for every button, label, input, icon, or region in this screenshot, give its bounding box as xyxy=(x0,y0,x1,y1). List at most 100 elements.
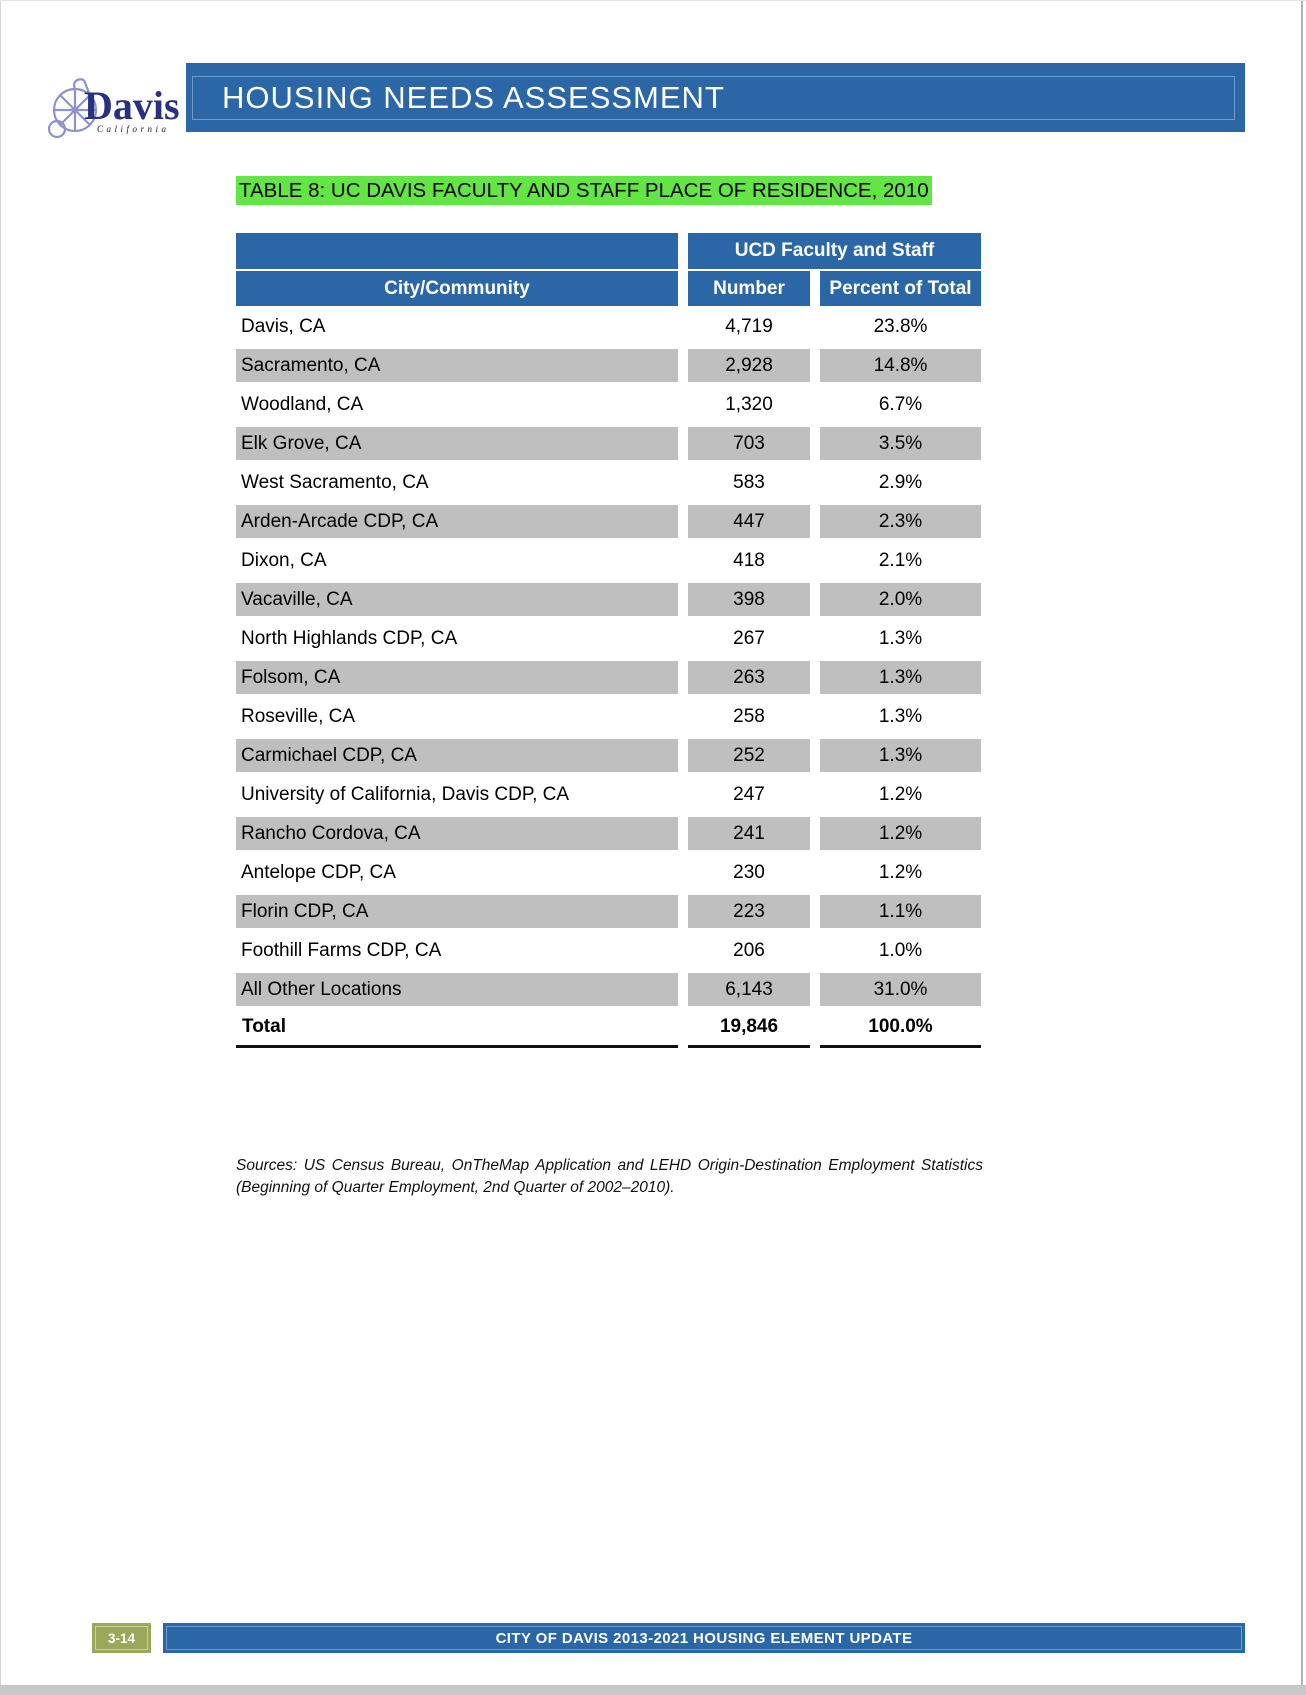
number-cell: 247 xyxy=(733,783,765,805)
city-cell: Roseville, CA xyxy=(241,705,356,727)
residence-table: UCD Faculty and Staff City/Community Num… xyxy=(236,233,981,1048)
table-group-header-row: UCD Faculty and Staff xyxy=(236,233,981,269)
city-cell: Florin CDP, CA xyxy=(236,892,678,931)
column-header-number: Number xyxy=(688,271,810,306)
number-cell: 4,719 xyxy=(725,315,773,337)
column-header-city: City/Community xyxy=(236,271,678,306)
table-corner-cell xyxy=(236,233,678,269)
footer-badge-inner-border xyxy=(95,1626,148,1650)
source-note: Sources: US Census Bureau, OnTheMap Appl… xyxy=(236,1155,983,1199)
number-cell: 703 xyxy=(688,424,810,463)
column-header-percent: Percent of Total xyxy=(820,271,981,306)
percent-cell: 1.3% xyxy=(820,736,981,775)
number-cell: 447 xyxy=(688,502,810,541)
percent-cell: 1.3% xyxy=(820,658,981,697)
percent-cell: 31.0% xyxy=(820,970,981,1009)
percent-cell: 1.3% xyxy=(878,705,923,727)
number-cell: 206 xyxy=(733,939,765,961)
total-label-cell: Total xyxy=(236,1009,678,1048)
table-row: Sacramento, CA 2,928 14.8% xyxy=(236,346,981,385)
table-body: Davis, CA 4,719 23.8% Sacramento, CA 2,9… xyxy=(236,307,981,1009)
city-cell: Vacaville, CA xyxy=(236,580,678,619)
source-line-2: (Beginning of Quarter Employment, 2nd Qu… xyxy=(236,1179,675,1196)
city-cell: Sacramento, CA xyxy=(236,346,678,385)
percent-cell: 3.5% xyxy=(820,424,981,463)
table-column-header-row: City/Community Number Percent of Total xyxy=(236,271,981,306)
number-cell: 223 xyxy=(688,892,810,931)
table-row: Vacaville, CA 398 2.0% xyxy=(236,580,981,619)
table-row: Folsom, CA 263 1.3% xyxy=(236,658,981,697)
table-row: Davis, CA 4,719 23.8% xyxy=(236,307,981,346)
city-cell: Davis, CA xyxy=(241,315,326,337)
total-percent-cell: 100.0% xyxy=(820,1009,981,1048)
table-row: Florin CDP, CA 223 1.1% xyxy=(236,892,981,931)
table-row: Elk Grove, CA 703 3.5% xyxy=(236,424,981,463)
header-bar: HOUSING NEEDS ASSESSMENT xyxy=(186,63,1245,132)
city-cell: All Other Locations xyxy=(236,970,678,1009)
footer-page-badge: 3-14 xyxy=(92,1623,151,1653)
city-cell: West Sacramento, CA xyxy=(241,471,429,493)
percent-cell: 2.3% xyxy=(820,502,981,541)
city-cell: Foothill Farms CDP, CA xyxy=(241,939,442,961)
table-row: All Other Locations 6,143 31.0% xyxy=(236,970,981,1009)
table-row: Antelope CDP, CA 230 1.2% xyxy=(236,853,981,892)
page-edge-right xyxy=(1301,1,1303,1685)
table-row: North Highlands CDP, CA 267 1.3% xyxy=(236,619,981,658)
number-cell: 398 xyxy=(688,580,810,619)
source-line-1: Sources: US Census Bureau, OnTheMap Appl… xyxy=(236,1157,983,1174)
city-cell: Elk Grove, CA xyxy=(236,424,678,463)
number-cell: 418 xyxy=(733,549,765,571)
footer-bar-inner-border xyxy=(166,1626,1242,1650)
footer-text: CITY OF DAVIS 2013-2021 HOUSING ELEMENT … xyxy=(495,1629,913,1647)
table-row: University of California, Davis CDP, CA … xyxy=(236,775,981,814)
table-row: Rancho Cordova, CA 241 1.2% xyxy=(236,814,981,853)
total-number-cell: 19,846 xyxy=(688,1009,810,1048)
percent-cell: 1.1% xyxy=(820,892,981,931)
percent-cell: 1.2% xyxy=(878,861,923,883)
table-row: Dixon, CA 418 2.1% xyxy=(236,541,981,580)
davis-logo: Davis California xyxy=(47,69,183,143)
logo-state-name: California xyxy=(97,124,170,134)
number-cell: 241 xyxy=(688,814,810,853)
city-cell: Arden-Arcade CDP, CA xyxy=(236,502,678,541)
percent-cell: 2.1% xyxy=(878,549,923,571)
table-row: Woodland, CA 1,320 6.7% xyxy=(236,385,981,424)
page-edge-left xyxy=(0,1,1,1685)
logo-city-name: Davis xyxy=(84,83,180,128)
number-cell: 258 xyxy=(733,705,765,727)
percent-cell: 2.0% xyxy=(820,580,981,619)
city-cell: Rancho Cordova, CA xyxy=(236,814,678,853)
city-cell: University of California, Davis CDP, CA xyxy=(241,783,570,805)
percent-cell: 23.8% xyxy=(873,315,928,337)
number-cell: 230 xyxy=(733,861,765,883)
number-cell: 263 xyxy=(688,658,810,697)
bicycle-icon: Davis California xyxy=(47,78,180,139)
city-cell: North Highlands CDP, CA xyxy=(241,627,458,649)
table-row: Roseville, CA 258 1.3% xyxy=(236,697,981,736)
number-cell: 2,928 xyxy=(688,346,810,385)
table-title: TABLE 8: UC DAVIS FACULTY AND STAFF PLAC… xyxy=(236,176,932,205)
table-row: Foothill Farms CDP, CA 206 1.0% xyxy=(236,931,981,970)
percent-cell: 6.7% xyxy=(878,393,923,415)
table-row: Carmichael CDP, CA 252 1.3% xyxy=(236,736,981,775)
page-number: 3-14 xyxy=(107,1630,136,1646)
percent-cell: 2.9% xyxy=(878,471,923,493)
number-cell: 1,320 xyxy=(725,393,773,415)
percent-cell: 1.2% xyxy=(878,783,923,805)
percent-cell: 14.8% xyxy=(820,346,981,385)
footer-bar: CITY OF DAVIS 2013-2021 HOUSING ELEMENT … xyxy=(163,1623,1245,1653)
percent-cell: 1.0% xyxy=(878,939,923,961)
city-cell: Folsom, CA xyxy=(236,658,678,697)
percent-cell: 1.2% xyxy=(820,814,981,853)
number-cell: 583 xyxy=(733,471,765,493)
group-header-cell: UCD Faculty and Staff xyxy=(688,233,981,269)
page-title: HOUSING NEEDS ASSESSMENT xyxy=(222,80,725,115)
table-row: Arden-Arcade CDP, CA 447 2.3% xyxy=(236,502,981,541)
number-cell: 267 xyxy=(733,627,765,649)
city-cell: Carmichael CDP, CA xyxy=(236,736,678,775)
number-cell: 252 xyxy=(688,736,810,775)
number-cell: 6,143 xyxy=(688,970,810,1009)
percent-cell: 1.3% xyxy=(878,627,923,649)
city-cell: Woodland, CA xyxy=(241,393,364,415)
